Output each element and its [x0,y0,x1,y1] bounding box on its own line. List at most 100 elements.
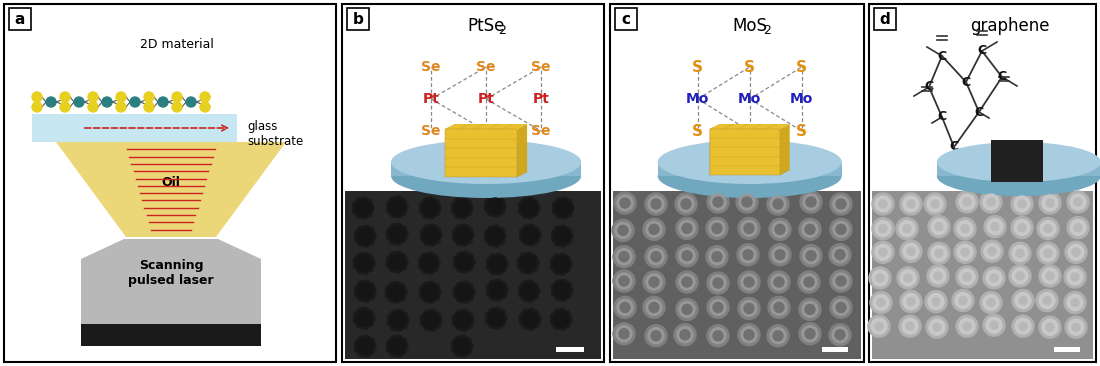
Circle shape [772,247,788,263]
Circle shape [431,199,439,208]
Circle shape [1071,299,1079,307]
Circle shape [874,322,883,330]
Circle shape [464,312,472,320]
Circle shape [352,206,361,214]
Circle shape [900,270,916,286]
Circle shape [803,194,820,210]
Circle shape [928,294,944,310]
Circle shape [490,266,497,274]
Circle shape [487,196,495,204]
Circle shape [521,200,537,216]
Circle shape [386,261,395,269]
Circle shape [354,285,362,293]
Circle shape [675,193,697,215]
FancyBboxPatch shape [9,8,31,30]
Circle shape [1070,220,1086,236]
Circle shape [741,300,757,316]
Circle shape [873,295,889,311]
Ellipse shape [937,142,1100,182]
FancyBboxPatch shape [615,8,637,30]
Circle shape [460,309,469,317]
Circle shape [455,227,471,243]
Circle shape [744,277,754,287]
Circle shape [774,277,784,287]
Circle shape [356,253,364,261]
Circle shape [494,253,503,261]
Text: Pt: Pt [477,92,495,106]
Circle shape [394,210,403,218]
Circle shape [799,298,821,320]
Circle shape [874,196,891,212]
Circle shape [566,204,574,212]
Circle shape [455,237,463,245]
Circle shape [492,195,500,203]
Circle shape [200,102,210,112]
Circle shape [676,217,698,239]
Circle shape [830,219,852,240]
Circle shape [452,314,461,322]
Circle shape [558,308,566,316]
Circle shape [1046,272,1054,280]
Circle shape [879,200,887,208]
Circle shape [422,282,430,290]
Circle shape [773,331,783,341]
Circle shape [559,239,568,247]
Circle shape [872,270,888,286]
Circle shape [493,321,502,329]
Circle shape [431,284,439,292]
Circle shape [769,219,791,240]
Polygon shape [446,129,517,177]
Circle shape [1042,319,1058,335]
Bar [392,162,581,176]
Circle shape [871,318,887,334]
Circle shape [522,237,530,245]
Circle shape [559,279,568,287]
Text: Mo: Mo [686,92,710,106]
Text: S: S [745,60,756,75]
Circle shape [802,326,818,342]
Circle shape [366,338,374,346]
Circle shape [451,340,460,348]
Circle shape [519,234,527,242]
Circle shape [522,227,538,243]
Circle shape [60,92,70,102]
Circle shape [358,281,365,289]
Circle shape [896,267,918,289]
Circle shape [1019,296,1027,305]
Circle shape [517,261,526,269]
Circle shape [833,273,849,289]
Circle shape [389,336,397,344]
Text: Se: Se [531,60,551,74]
Circle shape [644,219,666,240]
Text: PtSe: PtSe [468,17,505,35]
Circle shape [563,282,571,290]
Circle shape [558,322,566,330]
Circle shape [488,308,496,316]
Circle shape [460,323,469,331]
Circle shape [500,286,508,294]
Circle shape [433,204,441,212]
Circle shape [456,254,472,270]
Circle shape [459,197,468,205]
Circle shape [646,274,662,290]
Circle shape [365,264,373,272]
Circle shape [496,206,505,214]
Circle shape [354,340,362,348]
Circle shape [494,293,503,301]
Circle shape [454,348,462,356]
Circle shape [398,338,406,346]
Circle shape [564,199,572,208]
Circle shape [879,225,887,233]
Circle shape [957,244,974,260]
Circle shape [618,225,628,235]
Circle shape [494,267,503,275]
Circle shape [400,342,408,350]
Circle shape [1012,268,1028,284]
Circle shape [1037,218,1059,240]
Circle shape [451,206,460,214]
Circle shape [1040,221,1056,237]
Circle shape [983,194,999,210]
Circle shape [398,235,406,243]
Circle shape [456,284,472,300]
Text: Se: Se [476,124,496,138]
